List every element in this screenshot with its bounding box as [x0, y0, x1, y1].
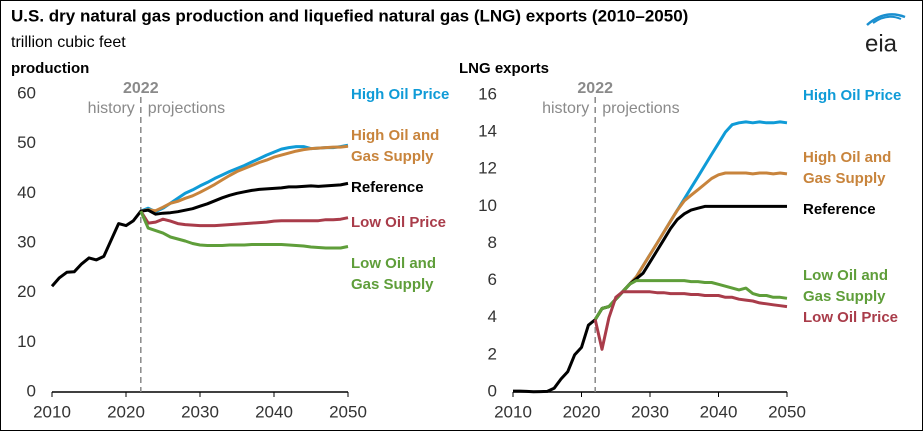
- divider-label: 2022: [577, 80, 613, 97]
- x-tick-label: 2040: [255, 402, 293, 421]
- series-line: [513, 204, 787, 394]
- x-tick-label: 2020: [107, 402, 145, 421]
- y-tick-label: 8: [488, 233, 497, 252]
- divider-label: 2022: [123, 80, 159, 97]
- projections-note: projections: [148, 100, 225, 117]
- subtitle: trillion cubic feet: [11, 34, 126, 51]
- y-axis-label: LNG exports: [459, 60, 549, 77]
- history-note: history: [88, 100, 135, 117]
- legend-label: High Oil and Gas Supply: [803, 149, 892, 187]
- series-line: [593, 279, 788, 321]
- legend-label: High Oil Price: [803, 87, 902, 104]
- y-tick-label: 60: [17, 83, 36, 102]
- x-tick-label: 2010: [33, 402, 71, 421]
- legend-label: Low Oil and Gas Supply: [803, 267, 888, 305]
- series-line: [139, 210, 349, 250]
- legend-label: High Oil Price: [351, 86, 450, 103]
- y-tick-label: 4: [488, 307, 497, 326]
- y-tick-label: 12: [478, 159, 497, 178]
- y-tick-label: 0: [488, 381, 497, 400]
- y-tick-label: 6: [488, 270, 497, 289]
- title: U.S. dry natural gas production and liqu…: [11, 6, 688, 25]
- logo-text: eia: [865, 30, 898, 57]
- y-tick-label: 2: [488, 344, 497, 363]
- x-tick-label: 2040: [700, 402, 738, 421]
- y-tick-label: 0: [27, 381, 36, 400]
- y-tick-label: 20: [17, 282, 36, 301]
- x-tick-label: 2050: [768, 402, 806, 421]
- logo-arc: [872, 15, 902, 24]
- y-tick-label: 14: [478, 122, 497, 141]
- legend-label: Reference: [351, 179, 424, 196]
- y-tick-label: 16: [478, 84, 497, 103]
- legend-label: Reference: [803, 201, 876, 218]
- logo-arc: [866, 13, 906, 26]
- series-line: [593, 290, 788, 351]
- legend-label: Low Oil and Gas Supply: [351, 255, 436, 293]
- x-tick-label: 2020: [563, 402, 601, 421]
- x-tick-label: 2030: [631, 402, 669, 421]
- legend-label: High Oil and Gas Supply: [351, 127, 440, 165]
- projections-note: projections: [602, 100, 679, 117]
- x-tick-label: 2030: [181, 402, 219, 421]
- history-note: history: [542, 100, 589, 117]
- series-line: [593, 171, 788, 321]
- y-tick-label: 10: [17, 332, 36, 351]
- x-tick-label: 2010: [494, 402, 532, 421]
- y-tick-label: 50: [17, 133, 36, 152]
- y-tick-label: 30: [17, 232, 36, 251]
- y-axis-label: production: [11, 60, 89, 77]
- legend-label: Low Oil Price: [803, 309, 899, 326]
- logo: eia: [865, 13, 906, 57]
- legend-label: Low Oil Price: [351, 214, 447, 231]
- x-tick-label: 2050: [329, 402, 367, 421]
- y-tick-label: 10: [478, 196, 497, 215]
- series-line: [139, 210, 349, 228]
- series-line: [50, 181, 349, 288]
- y-tick-label: 40: [17, 183, 36, 202]
- series-line: [140, 144, 349, 213]
